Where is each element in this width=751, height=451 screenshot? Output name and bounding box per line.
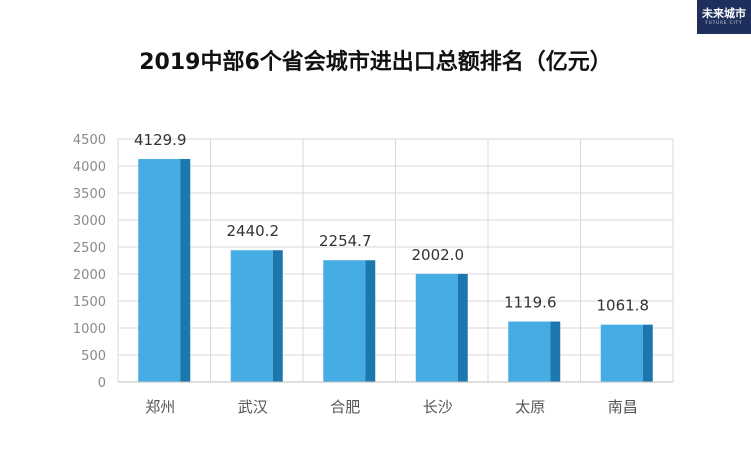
- data-label: 1061.8: [597, 297, 650, 315]
- data-label: 2440.2: [227, 222, 280, 240]
- x-tick-label: 武汉: [238, 398, 268, 416]
- x-tick-label: 长沙: [423, 398, 453, 416]
- y-tick-label: 3000: [73, 214, 106, 229]
- chart-title: 2019中部6个省会城市进出口总额排名（亿元）: [139, 50, 612, 75]
- y-tick-label: 3500: [73, 187, 106, 202]
- bar: [600, 324, 643, 382]
- y-tick-label: 4000: [73, 160, 106, 175]
- y-tick-label: 2500: [73, 241, 106, 256]
- brand-logo: 未来城市 FUTURE CITY: [697, 0, 751, 34]
- y-tick-label: 4500: [73, 133, 106, 148]
- y-tick-label: 500: [81, 349, 106, 364]
- bar: [230, 250, 273, 382]
- y-tick-label: 0: [98, 376, 106, 391]
- bar: [138, 158, 181, 382]
- y-tick-label: 2000: [73, 268, 106, 283]
- logo-text: 未来城市: [702, 7, 746, 20]
- bar-shade: [365, 260, 376, 382]
- y-tick-label: 1000: [73, 322, 106, 337]
- bar: [415, 273, 458, 382]
- bar-shade: [550, 321, 561, 382]
- data-label: 2002.0: [412, 246, 465, 264]
- x-tick-label: 太原: [515, 398, 545, 416]
- bar-shade: [642, 324, 653, 382]
- data-label: 2254.7: [319, 232, 372, 250]
- data-label: 4129.9: [134, 131, 187, 149]
- bar: [508, 321, 551, 382]
- bar-shade: [272, 250, 283, 382]
- x-tick-label: 合肥: [330, 398, 360, 416]
- bar-shade: [180, 158, 191, 382]
- x-tick-label: 郑州: [145, 398, 175, 416]
- bar: [323, 260, 366, 382]
- bar-shade: [457, 273, 468, 382]
- logo-subtext: FUTURE CITY: [705, 20, 743, 25]
- x-tick-label: 南昌: [608, 398, 638, 416]
- data-label: 1119.6: [504, 294, 557, 312]
- y-tick-label: 1500: [73, 295, 106, 310]
